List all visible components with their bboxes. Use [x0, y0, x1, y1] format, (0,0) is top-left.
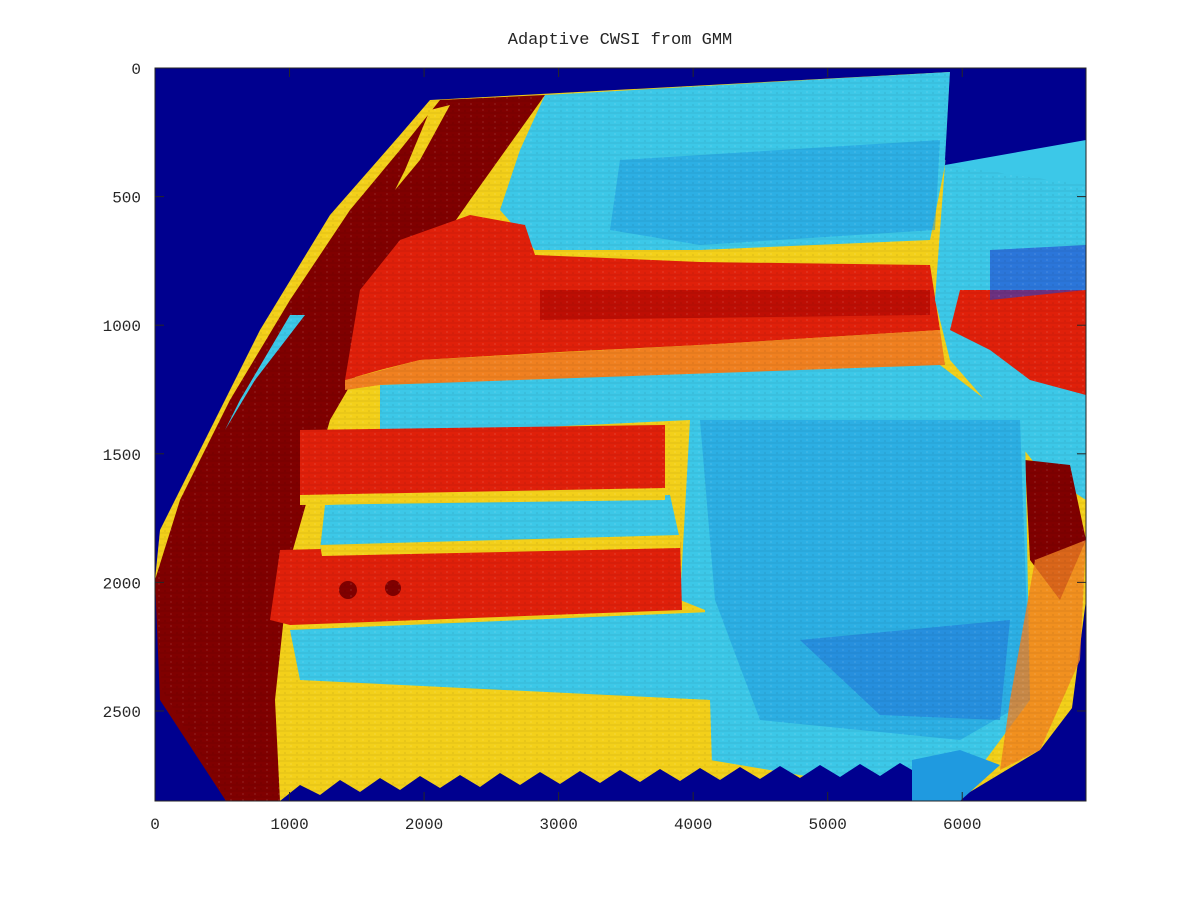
y-tick-label: 2500 [103, 704, 141, 722]
y-tick-label: 1500 [103, 447, 141, 465]
x-tick-label: 0 [150, 816, 160, 834]
y-tick-label: 2000 [103, 575, 141, 593]
x-tick-label: 4000 [674, 816, 712, 834]
y-tick-label: 0 [131, 61, 141, 79]
heatmap-jagged-bottom [280, 763, 912, 801]
x-tick-label: 3000 [539, 816, 577, 834]
x-tick-label: 5000 [808, 816, 846, 834]
chart-title: Adaptive CWSI from GMM [508, 31, 732, 50]
x-tick-label: 6000 [943, 816, 981, 834]
y-tick-label: 500 [112, 190, 141, 208]
heatmap-region-top-right-navy [945, 68, 1086, 160]
x-axis: 0 1000 2000 3000 4000 5000 6000 [150, 68, 981, 834]
x-tick-label: 2000 [405, 816, 443, 834]
plot-frame [154, 67, 1087, 802]
heatmap-row-texture [155, 72, 1086, 801]
y-axis: 0 500 1000 1500 2000 2500 [103, 61, 1086, 722]
heatmap-bottom-blue-patch [912, 750, 1000, 801]
y-tick-label: 1000 [103, 318, 141, 336]
plot-area [155, 68, 1086, 801]
x-tick-label: 1000 [270, 816, 308, 834]
